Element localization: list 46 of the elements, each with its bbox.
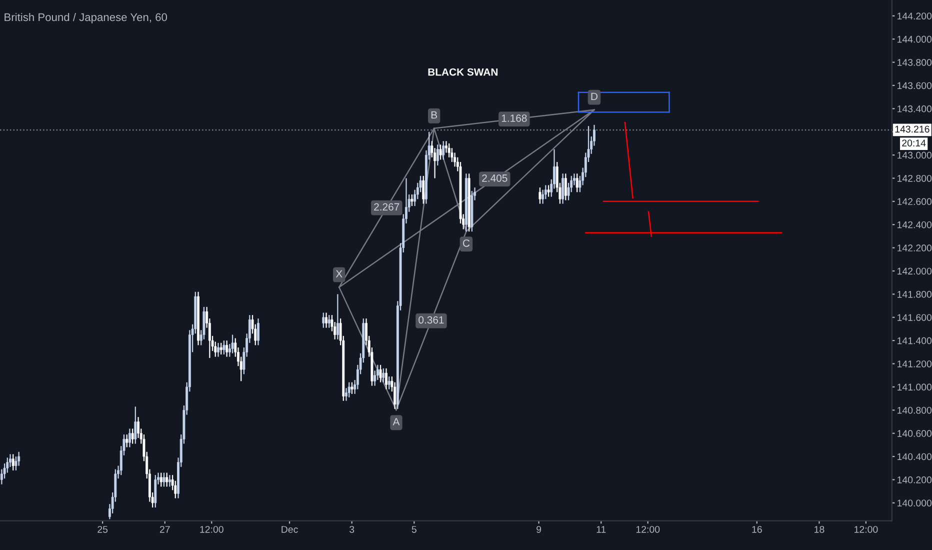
annotation: 0.361 [418, 316, 444, 324]
y-tick-label: 140.200 [898, 476, 932, 484]
x-tick-label: 18 [814, 526, 824, 533]
y-tick-label: 143.000 [898, 152, 932, 159]
y-tick-label: 141.400 [898, 337, 932, 344]
y-tick-label: 141.600 [898, 314, 932, 321]
x-tick-label: 5 [412, 526, 416, 533]
y-tick-label: 144.000 [898, 36, 932, 43]
y-tick-label: 140.000 [898, 500, 932, 506]
x-tick-label: 11 [596, 526, 606, 533]
y-tick-label: 140.400 [898, 453, 932, 460]
y-tick-label: 143.800 [898, 59, 932, 66]
annotation: A [392, 418, 400, 426]
x-tick-label: 12:00 [854, 526, 878, 533]
x-tick-label: 12:00 [200, 526, 224, 533]
y-tick-label: 142.400 [898, 221, 932, 228]
y-tick-label: 142.600 [898, 198, 932, 206]
annotation: C [462, 239, 470, 247]
y-tick-label: 141.000 [898, 384, 932, 391]
text: British Pound / Japanese Yen, 60 [4, 12, 168, 24]
y-tick-label: 142.000 [898, 268, 932, 275]
annotation: D [591, 92, 598, 100]
y-tick-label: 142.200 [898, 244, 932, 252]
annotation: 2.267 [374, 203, 400, 211]
x-tick-label: 9 [536, 526, 542, 533]
y-tick-label: 143.600 [898, 82, 932, 90]
x-tick-label: 12:00 [636, 526, 660, 533]
y-tick-label: 144.200 [898, 12, 932, 20]
annotation: B [431, 111, 438, 119]
annotation: 2.405 [482, 174, 508, 182]
annotation: BLACK SWAN [428, 68, 498, 76]
x-tick-label: 3 [350, 526, 354, 533]
annotation: X [336, 270, 342, 278]
y-tick-label: 142.800 [898, 174, 932, 182]
annotation: 1.168 [502, 114, 527, 122]
text: 20:14 [902, 140, 926, 146]
y-tick-label: 140.800 [898, 406, 932, 414]
x-tick-label: Dec [282, 526, 298, 533]
x-tick-label: 16 [752, 526, 762, 533]
y-tick-label: 141.200 [898, 360, 932, 368]
y-tick-label: 141.800 [898, 290, 932, 298]
x-tick-label: 25 [98, 526, 108, 533]
y-tick-label: 143.400 [898, 105, 932, 112]
y-tick-label: 140.600 [898, 430, 932, 437]
ref-line-label: 143.216 [895, 126, 930, 133]
x-tick-label: 27 [160, 526, 170, 533]
